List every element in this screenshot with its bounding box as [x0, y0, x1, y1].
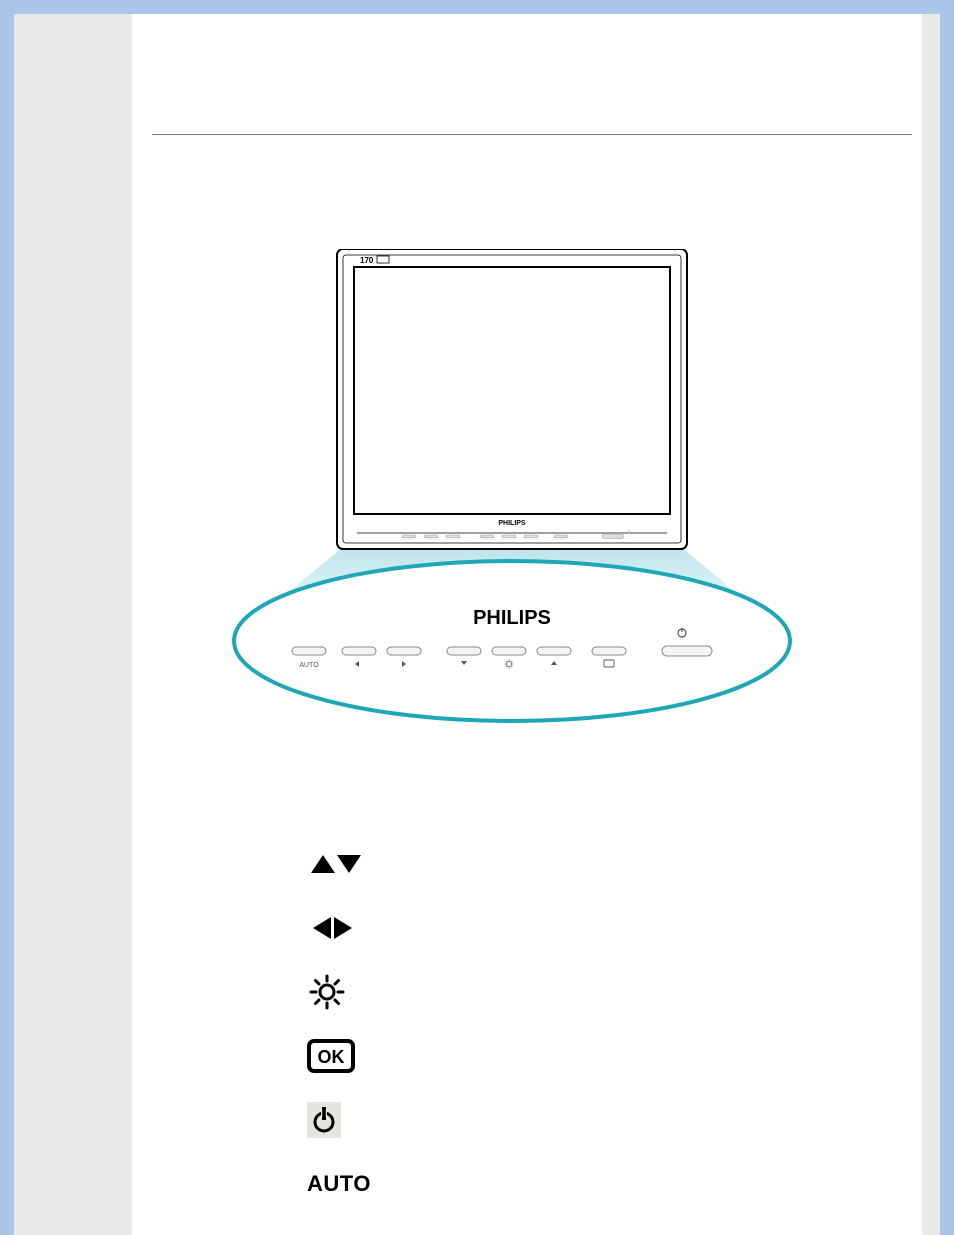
model-label: 170: [360, 256, 374, 265]
legend-row-updown: [307, 834, 807, 894]
power-icon: [307, 1100, 367, 1140]
legend-row-auto: AUTO: [307, 1154, 807, 1214]
content-area: PHILIPS AUTO: [132, 14, 922, 1235]
legend-row-brightness: [307, 962, 807, 1022]
brightness-icon: [307, 972, 367, 1012]
monitor-illustration: PHILIPS AUTO: [232, 249, 792, 749]
page-frame: PHILIPS AUTO: [14, 14, 940, 1235]
auto-text: AUTO: [307, 1171, 371, 1197]
right-scrollbar: [922, 14, 940, 1235]
legend-row-power: [307, 1090, 807, 1150]
left-gutter: [14, 14, 132, 1235]
up-down-icon: [307, 844, 367, 884]
horizontal-rule: [152, 134, 912, 135]
left-right-icon: [307, 908, 367, 948]
legend-row-ok: OK: [307, 1026, 807, 1086]
auto-label-icon: AUTO: [307, 1164, 367, 1204]
legend-row-leftright: [307, 898, 807, 958]
ok-icon: OK: [307, 1036, 367, 1076]
controls-legend: OK AU: [307, 834, 807, 1218]
svg-text:OK: OK: [318, 1047, 345, 1067]
monitor-frame: 170 PHILIPS: [337, 249, 687, 549]
brand-large: PHILIPS: [473, 607, 551, 629]
panel-auto-label: AUTO: [299, 662, 319, 669]
brand-small: PHILIPS: [498, 520, 526, 527]
controls-zoom-ellipse: [234, 561, 790, 721]
